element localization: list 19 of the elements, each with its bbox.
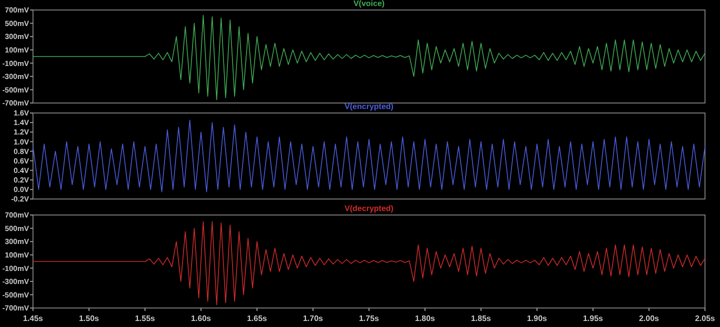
line-series	[32, 14, 706, 100]
x-tick-label: 1.75s	[358, 314, 380, 323]
chart-title: V(voice)	[353, 0, 385, 8]
line-series	[32, 221, 706, 306]
chart-title: V(encrypted)	[344, 102, 394, 111]
x-tick-label: 1.70s	[302, 314, 324, 323]
line-series	[32, 120, 706, 192]
x-tick-label: 1.45s	[22, 314, 44, 323]
x-tick-label: 1.60s	[190, 314, 212, 323]
x-tick-label: 1.55s	[134, 314, 156, 323]
x-tick-label: 1.50s	[78, 314, 100, 323]
x-tick-label: 1.95s	[582, 314, 604, 323]
x-tick-label: 1.80s	[414, 314, 436, 323]
chart-title: V(decrypted)	[344, 204, 394, 213]
x-tick-label: 2.00s	[638, 314, 660, 323]
x-tick-label: 1.65s	[246, 314, 268, 323]
x-tick-label: 2.05s	[694, 314, 716, 323]
x-tick-label: 1.90s	[526, 314, 548, 323]
x-tick-label: 1.85s	[470, 314, 492, 323]
